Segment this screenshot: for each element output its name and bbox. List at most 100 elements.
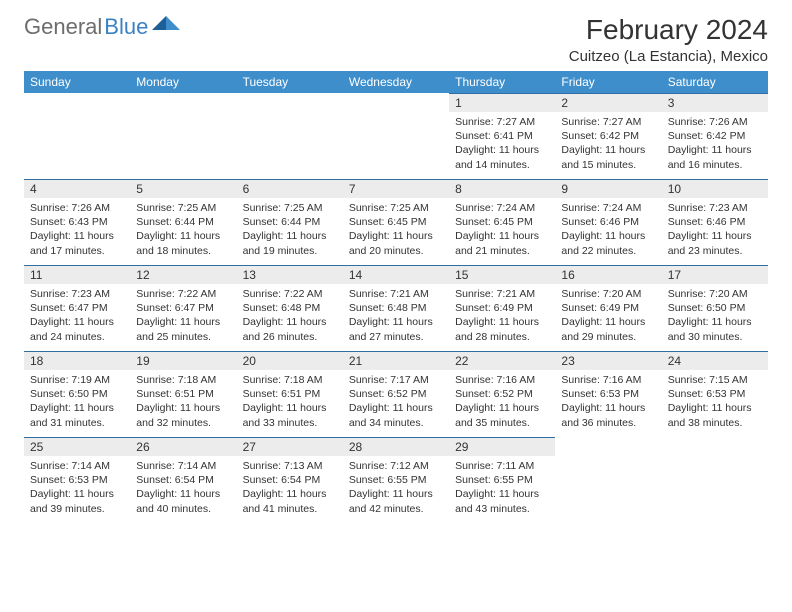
day-details: Sunrise: 7:23 AMSunset: 6:47 PMDaylight:… <box>24 284 130 350</box>
weekday-header: Sunday Monday Tuesday Wednesday Thursday… <box>24 71 768 93</box>
day-details: Sunrise: 7:14 AMSunset: 6:54 PMDaylight:… <box>130 456 236 522</box>
day-number: 7 <box>343 179 449 198</box>
weekday-heading: Thursday <box>449 71 555 93</box>
day-details: Sunrise: 7:13 AMSunset: 6:54 PMDaylight:… <box>237 456 343 522</box>
calendar-cell: 11Sunrise: 7:23 AMSunset: 6:47 PMDayligh… <box>24 265 130 351</box>
calendar-cell: 3Sunrise: 7:26 AMSunset: 6:42 PMDaylight… <box>662 93 768 179</box>
day-number: 25 <box>24 437 130 456</box>
day-number: 6 <box>237 179 343 198</box>
flag-icon <box>152 16 180 39</box>
day-details: Sunrise: 7:18 AMSunset: 6:51 PMDaylight:… <box>237 370 343 436</box>
calendar-cell: 16Sunrise: 7:20 AMSunset: 6:49 PMDayligh… <box>555 265 661 351</box>
day-number: 24 <box>662 351 768 370</box>
calendar-cell: 13Sunrise: 7:22 AMSunset: 6:48 PMDayligh… <box>237 265 343 351</box>
day-number: 3 <box>662 93 768 112</box>
day-number: 26 <box>130 437 236 456</box>
day-details: Sunrise: 7:22 AMSunset: 6:48 PMDaylight:… <box>237 284 343 350</box>
day-details: Sunrise: 7:19 AMSunset: 6:50 PMDaylight:… <box>24 370 130 436</box>
day-details: Sunrise: 7:11 AMSunset: 6:55 PMDaylight:… <box>449 456 555 522</box>
day-details: Sunrise: 7:16 AMSunset: 6:52 PMDaylight:… <box>449 370 555 436</box>
calendar-cell: 25Sunrise: 7:14 AMSunset: 6:53 PMDayligh… <box>24 437 130 523</box>
calendar-cell: 8Sunrise: 7:24 AMSunset: 6:45 PMDaylight… <box>449 179 555 265</box>
weekday-heading: Monday <box>130 71 236 93</box>
day-number: 28 <box>343 437 449 456</box>
day-number: 12 <box>130 265 236 284</box>
calendar-cell <box>24 93 130 179</box>
weekday-heading: Sunday <box>24 71 130 93</box>
calendar-cell: 26Sunrise: 7:14 AMSunset: 6:54 PMDayligh… <box>130 437 236 523</box>
calendar-cell: 29Sunrise: 7:11 AMSunset: 6:55 PMDayligh… <box>449 437 555 523</box>
calendar-cell: 18Sunrise: 7:19 AMSunset: 6:50 PMDayligh… <box>24 351 130 437</box>
day-number: 10 <box>662 179 768 198</box>
day-details: Sunrise: 7:26 AMSunset: 6:43 PMDaylight:… <box>24 198 130 264</box>
calendar-cell: 24Sunrise: 7:15 AMSunset: 6:53 PMDayligh… <box>662 351 768 437</box>
calendar-row: 25Sunrise: 7:14 AMSunset: 6:53 PMDayligh… <box>24 437 768 523</box>
day-number: 11 <box>24 265 130 284</box>
day-details: Sunrise: 7:20 AMSunset: 6:50 PMDaylight:… <box>662 284 768 350</box>
calendar-cell: 28Sunrise: 7:12 AMSunset: 6:55 PMDayligh… <box>343 437 449 523</box>
day-details: Sunrise: 7:15 AMSunset: 6:53 PMDaylight:… <box>662 370 768 436</box>
calendar-cell: 10Sunrise: 7:23 AMSunset: 6:46 PMDayligh… <box>662 179 768 265</box>
day-details: Sunrise: 7:24 AMSunset: 6:45 PMDaylight:… <box>449 198 555 264</box>
day-number: 8 <box>449 179 555 198</box>
day-number: 17 <box>662 265 768 284</box>
day-number: 15 <box>449 265 555 284</box>
calendar-cell: 19Sunrise: 7:18 AMSunset: 6:51 PMDayligh… <box>130 351 236 437</box>
day-number: 20 <box>237 351 343 370</box>
logo: GeneralBlue <box>24 14 180 40</box>
logo-word-blue: Blue <box>104 14 148 40</box>
day-number: 2 <box>555 93 661 112</box>
calendar-cell: 20Sunrise: 7:18 AMSunset: 6:51 PMDayligh… <box>237 351 343 437</box>
calendar-cell: 4Sunrise: 7:26 AMSunset: 6:43 PMDaylight… <box>24 179 130 265</box>
day-details: Sunrise: 7:26 AMSunset: 6:42 PMDaylight:… <box>662 112 768 178</box>
calendar-cell: 22Sunrise: 7:16 AMSunset: 6:52 PMDayligh… <box>449 351 555 437</box>
calendar-row: 18Sunrise: 7:19 AMSunset: 6:50 PMDayligh… <box>24 351 768 437</box>
day-number: 21 <box>343 351 449 370</box>
day-number: 1 <box>449 93 555 112</box>
day-details: Sunrise: 7:27 AMSunset: 6:41 PMDaylight:… <box>449 112 555 178</box>
calendar-cell: 17Sunrise: 7:20 AMSunset: 6:50 PMDayligh… <box>662 265 768 351</box>
title-block: February 2024 Cuitzeo (La Estancia), Mex… <box>569 14 768 65</box>
calendar-cell: 1Sunrise: 7:27 AMSunset: 6:41 PMDaylight… <box>449 93 555 179</box>
day-number: 16 <box>555 265 661 284</box>
calendar-cell: 2Sunrise: 7:27 AMSunset: 6:42 PMDaylight… <box>555 93 661 179</box>
day-details: Sunrise: 7:18 AMSunset: 6:51 PMDaylight:… <box>130 370 236 436</box>
day-number: 9 <box>555 179 661 198</box>
weekday-heading: Saturday <box>662 71 768 93</box>
calendar-cell: 5Sunrise: 7:25 AMSunset: 6:44 PMDaylight… <box>130 179 236 265</box>
day-number: 23 <box>555 351 661 370</box>
day-details: Sunrise: 7:17 AMSunset: 6:52 PMDaylight:… <box>343 370 449 436</box>
day-number: 22 <box>449 351 555 370</box>
calendar-row: 1Sunrise: 7:27 AMSunset: 6:41 PMDaylight… <box>24 93 768 179</box>
day-details: Sunrise: 7:25 AMSunset: 6:45 PMDaylight:… <box>343 198 449 264</box>
calendar-cell <box>130 93 236 179</box>
day-number: 27 <box>237 437 343 456</box>
calendar-row: 4Sunrise: 7:26 AMSunset: 6:43 PMDaylight… <box>24 179 768 265</box>
day-number: 5 <box>130 179 236 198</box>
day-details: Sunrise: 7:22 AMSunset: 6:47 PMDaylight:… <box>130 284 236 350</box>
calendar-cell: 6Sunrise: 7:25 AMSunset: 6:44 PMDaylight… <box>237 179 343 265</box>
location-subtitle: Cuitzeo (La Estancia), Mexico <box>569 48 768 65</box>
calendar-page: GeneralBlue February 2024 Cuitzeo (La Es… <box>0 0 792 533</box>
day-details: Sunrise: 7:24 AMSunset: 6:46 PMDaylight:… <box>555 198 661 264</box>
day-details: Sunrise: 7:12 AMSunset: 6:55 PMDaylight:… <box>343 456 449 522</box>
day-details: Sunrise: 7:23 AMSunset: 6:46 PMDaylight:… <box>662 198 768 264</box>
weekday-heading: Tuesday <box>237 71 343 93</box>
weekday-heading: Friday <box>555 71 661 93</box>
day-number: 29 <box>449 437 555 456</box>
page-header: GeneralBlue February 2024 Cuitzeo (La Es… <box>24 14 768 65</box>
day-number: 19 <box>130 351 236 370</box>
day-details: Sunrise: 7:16 AMSunset: 6:53 PMDaylight:… <box>555 370 661 436</box>
weekday-heading: Wednesday <box>343 71 449 93</box>
day-number: 14 <box>343 265 449 284</box>
day-details: Sunrise: 7:27 AMSunset: 6:42 PMDaylight:… <box>555 112 661 178</box>
day-details: Sunrise: 7:21 AMSunset: 6:48 PMDaylight:… <box>343 284 449 350</box>
calendar-cell: 27Sunrise: 7:13 AMSunset: 6:54 PMDayligh… <box>237 437 343 523</box>
calendar-cell <box>343 93 449 179</box>
day-details: Sunrise: 7:25 AMSunset: 6:44 PMDaylight:… <box>237 198 343 264</box>
day-number: 4 <box>24 179 130 198</box>
calendar-cell <box>662 437 768 523</box>
day-number: 18 <box>24 351 130 370</box>
calendar-cell <box>237 93 343 179</box>
day-details: Sunrise: 7:14 AMSunset: 6:53 PMDaylight:… <box>24 456 130 522</box>
